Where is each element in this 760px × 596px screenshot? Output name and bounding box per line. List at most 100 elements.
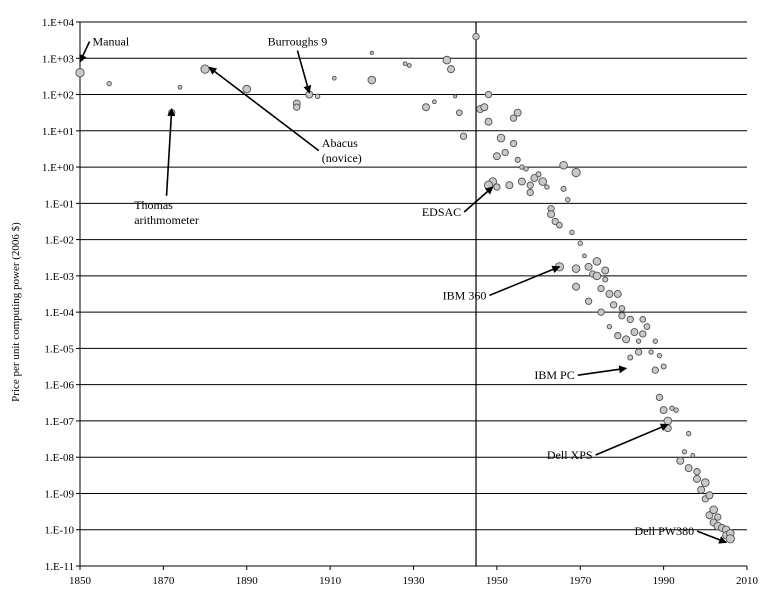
data-point [606,323,613,330]
data-point [673,407,679,413]
data-point [697,485,706,494]
annotations: Manual Burroughs 9 Abacus (novice) Thomas ari… [79,35,728,544]
data-point [582,253,587,259]
annotation-arrow [489,265,561,297]
annotation-label: Manual [93,35,130,49]
x-tick-label: 1950 [486,575,509,587]
data-point [513,108,522,117]
annotation-line: (novice) [322,151,362,165]
data-point [472,32,480,41]
data-point [609,301,618,309]
data-point [618,312,626,320]
x-tick-label: 1890 [236,575,259,587]
data-point [622,335,631,344]
y-tick-label: 1.E-02 [44,235,74,247]
y-tick-label: 1.E-05 [44,343,74,355]
data-point [572,282,581,291]
y-axis-label: Price per unit computing power (2006 $) [10,222,22,402]
annotation-label: Dell PW380 [634,524,694,538]
data-point [592,271,602,281]
data-point [660,363,667,370]
data-point [569,229,575,236]
data-point [75,68,85,78]
y-tick-label: 1.E-11 [45,561,74,573]
data-point [177,84,183,90]
data-point [538,177,548,186]
data-point [605,290,614,298]
y-tick-label: 1.E-08 [44,452,74,464]
data-point [614,332,622,340]
data-point [293,103,301,111]
annotation-line: Dell XPS [547,448,593,462]
data-point [492,152,501,161]
x-tick-labels: 1850 1870 1890 1910 1930 1950 1970 1990 2010 [69,575,759,587]
data-point [652,338,658,344]
data-point [613,290,622,298]
data-point [597,308,605,316]
data-point [648,349,654,355]
annotation-label: EDSAC [422,205,461,219]
data-point [559,160,568,170]
data-point [453,94,458,99]
data-point [447,65,455,74]
data-point [634,348,643,356]
data-point [367,75,377,85]
data-point [496,133,506,143]
y-tick-label: 1.E-06 [44,380,74,392]
y-tick-label: 1.E+02 [42,90,74,102]
data-point [402,61,408,67]
y-tick-label: 1.E+04 [42,17,75,29]
annotation-line: IBM PC [534,368,574,382]
data-point [693,474,701,483]
data-point [685,430,692,437]
annotation-line: arithmometer [134,213,199,227]
data-point [651,366,659,374]
data-point [639,316,647,323]
annotation-arrow [595,423,669,456]
x-tick-label: 1910 [319,575,342,587]
data-point [681,449,688,455]
data-point [526,181,534,189]
y-tick-label: 1.E-09 [44,488,74,500]
annotation-label: Thomas arithmometer [134,198,199,227]
data-point [584,297,593,305]
data-point [456,109,463,116]
data-point [484,90,493,99]
y-tick-label: 1.E+01 [42,126,74,138]
data-point [709,505,718,515]
data-point [659,406,668,415]
data-point [714,513,722,521]
data-point [602,276,609,283]
data-point [571,264,581,273]
y-tick-label: 1.E-07 [44,416,74,428]
y-tick-label: 1.E-01 [44,198,74,210]
annotation-line: Thomas [134,198,173,212]
x-tick-label: 2010 [736,575,759,587]
data-point [693,468,701,476]
data-point [442,55,452,65]
data-point [560,185,567,192]
annotation-label: Dell XPS [547,448,593,462]
data-point [663,416,673,426]
data-point [565,197,571,203]
data-point [505,181,514,190]
data-point [556,221,563,229]
x-tick-label: 1850 [69,575,92,587]
annotation-line: Manual [93,35,130,49]
data-point [459,132,468,140]
data-point [676,456,685,465]
annotation-label: Burroughs 9 [268,35,328,49]
data-point [626,315,634,324]
y-tick-label: 1.E-04 [44,307,74,319]
data-point [577,240,583,246]
axes [76,21,748,570]
data-point [331,75,337,81]
data-point [480,103,489,112]
data-point [635,338,642,344]
annotation-arrow [208,66,320,152]
data-point [618,305,626,312]
y-tick-label: 1.E+03 [42,53,75,65]
x-tick-label: 1870 [152,575,175,587]
data-point [526,188,534,197]
